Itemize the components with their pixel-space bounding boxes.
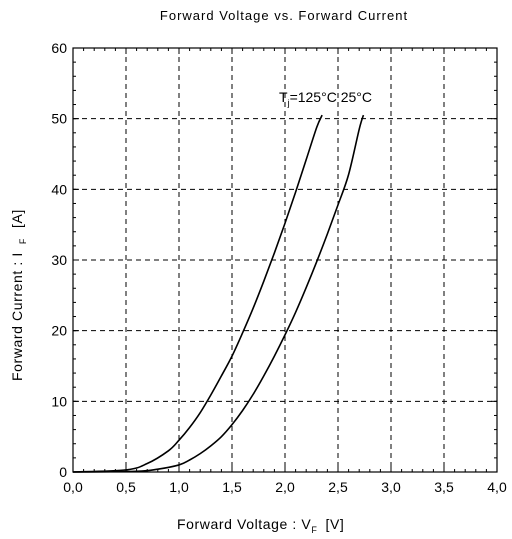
y-tick-label: 20 bbox=[51, 323, 67, 339]
y-tick-label: 40 bbox=[51, 181, 67, 197]
chart-title: Forward Voltage vs. Forward Current bbox=[160, 8, 408, 23]
x-axis-label: Forward Voltage : VF [V] bbox=[177, 516, 344, 535]
y-axis-label-subscript: F bbox=[18, 238, 28, 244]
y-tick-label: 50 bbox=[51, 111, 67, 127]
x-tick-label: 1,5 bbox=[222, 479, 242, 495]
x-tick-label: 3,0 bbox=[381, 479, 401, 495]
y-tick-label: 30 bbox=[51, 252, 67, 268]
curves bbox=[73, 115, 363, 472]
x-axis-label-unit: [V] bbox=[325, 516, 344, 532]
x-axis-label-subscript: F bbox=[311, 525, 317, 535]
x-tick-label: 1,0 bbox=[169, 479, 189, 495]
x-tick-label: 2,0 bbox=[275, 479, 295, 495]
y-axis-label: Forward Current : I F [A] bbox=[9, 209, 28, 381]
series-line-1 bbox=[73, 115, 363, 472]
y-tick-label: 60 bbox=[51, 40, 67, 56]
y-tick-label: 0 bbox=[59, 464, 67, 480]
y-axis-label-unit: [A] bbox=[9, 209, 25, 228]
y-axis-label-main: Forward Current : I bbox=[9, 252, 25, 381]
x-tick-label: 0,5 bbox=[116, 479, 136, 495]
grid-lines bbox=[73, 48, 497, 472]
x-tick-label: 2,5 bbox=[328, 479, 348, 495]
x-axis-label-main: Forward Voltage : V bbox=[177, 516, 311, 532]
temperature-annotation: Tj=125°C 25°C bbox=[279, 89, 372, 108]
x-tick-label: 0,0 bbox=[63, 479, 83, 495]
x-tick-label: 3,5 bbox=[434, 479, 454, 495]
y-tick-label: 10 bbox=[51, 393, 67, 409]
x-tick-label: 4,0 bbox=[487, 479, 507, 495]
annotation-text: =125°C 25°C bbox=[290, 89, 372, 105]
